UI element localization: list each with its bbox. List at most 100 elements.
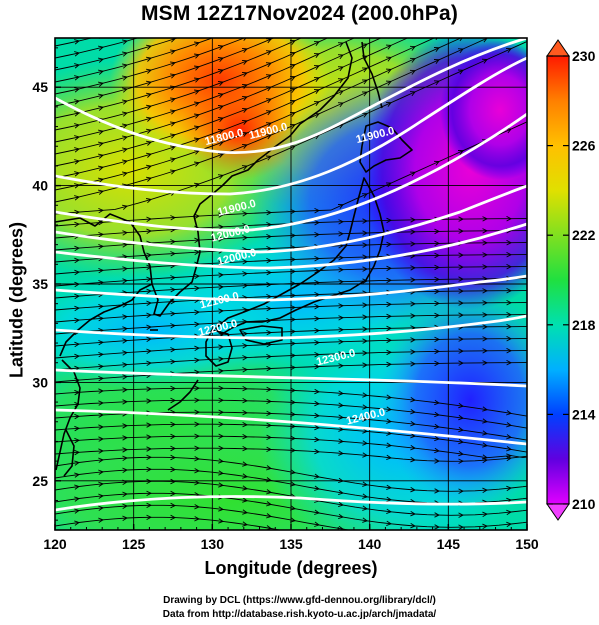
wind-arrow-head — [530, 415, 535, 420]
wind-arrow-head — [74, 341, 80, 348]
wind-arrow-head — [170, 26, 175, 30]
wind-arrow-head — [531, 252, 536, 257]
wind-arrow-head — [434, 458, 440, 464]
wind-arrow-head — [122, 387, 128, 393]
wind-arrow-head — [458, 13, 463, 17]
wind-arrow-head — [146, 116, 152, 122]
wind-arrow-head — [434, 312, 440, 319]
wind-arrow-head — [266, 398, 272, 405]
wind-arrow-head — [338, 513, 344, 520]
wind-arrow-head — [506, 323, 512, 330]
wind-arrow-head — [98, 505, 104, 511]
wind-arrow-head — [482, 487, 488, 493]
wind-arrow-head — [74, 437, 80, 444]
wind-arrow-head — [458, 276, 464, 282]
wind-arrow-head — [242, 271, 248, 277]
wind-arrow-head — [290, 352, 296, 359]
wind-arrow-head — [362, 242, 368, 248]
wind-arrow-head — [410, 265, 416, 271]
x-tick-label: 150 — [515, 536, 539, 552]
wind-arrow-head — [458, 426, 464, 433]
wind-arrow-head — [146, 288, 152, 294]
wind-arrow-head — [146, 312, 152, 318]
wind-arrow-head — [74, 496, 80, 502]
wind-arrow-head — [506, 534, 511, 539]
wind-arrow-head — [314, 327, 320, 334]
wind-arrow-head — [385, 80, 392, 86]
wind-arrow-head — [530, 439, 535, 444]
wind-arrow-head — [74, 449, 80, 456]
wind-arrow-head — [338, 219, 344, 225]
wind-arrow-head — [265, 110, 272, 116]
wind-arrow-head — [337, 54, 344, 60]
wind-arrow-head — [266, 3, 271, 7]
wind-arrow-head — [410, 421, 416, 427]
wind-arrow-head — [170, 109, 176, 115]
wind-arrow-head — [409, 171, 416, 177]
wind-arrow-head — [218, 22, 223, 26]
wind-arrow-head — [241, 59, 248, 65]
wind-arrow-head — [170, 445, 176, 452]
wind-arrow-head — [170, 85, 176, 91]
wind-arrow-head — [410, 349, 416, 355]
wind-arrow-head — [314, 291, 320, 298]
wind-arrow-head — [98, 517, 104, 523]
wind-arrow-head — [337, 78, 344, 84]
wind-arrow-head — [338, 450, 344, 456]
wind-arrow-head — [361, 193, 368, 199]
wind-arrow-head — [457, 150, 464, 155]
wind-arrow-head — [531, 324, 536, 329]
wind-arrow-head — [194, 409, 200, 415]
wind-arrow-head — [338, 426, 344, 432]
wind-arrow-head — [194, 182, 200, 188]
wind-arrow-head — [386, 325, 392, 332]
wind-arrow-head — [146, 104, 152, 110]
wind-arrow-head — [242, 398, 248, 404]
wind-arrow-head — [410, 547, 415, 552]
wind-arrow-head — [506, 311, 512, 318]
wind-arrow-head — [410, 337, 416, 343]
wind-arrow-head — [338, 339, 344, 345]
wind-arrow-head — [146, 348, 152, 354]
wind-arrow-head — [410, 535, 415, 540]
wind-arrow-head — [266, 233, 272, 240]
wind-arrow-head — [482, 430, 488, 436]
wind-arrow-head — [218, 458, 224, 464]
wind-arrow-head — [433, 80, 440, 86]
wind-arrow-head — [74, 281, 80, 288]
wind-arrow-head — [386, 9, 391, 13]
wind-arrow-head — [217, 57, 224, 63]
wind-arrow-head — [170, 323, 176, 329]
wind-arrow-head — [241, 165, 248, 171]
wind-arrow-head — [242, 422, 248, 428]
wind-arrow-head — [194, 468, 200, 474]
wind-arrow-head — [458, 288, 464, 294]
wind-arrow-head — [434, 0, 439, 4]
x-tick-label: 145 — [437, 536, 461, 552]
wind-arrow-head — [218, 272, 224, 278]
wind-arrow-head — [242, 12, 247, 16]
wind-arrow-head — [146, 140, 152, 146]
wind-arrow-head — [434, 411, 440, 418]
wind-arrow-head — [314, 279, 320, 286]
wind-arrow-head — [531, 348, 536, 353]
wind-arrow-head — [98, 105, 104, 111]
wind-arrow-head — [338, 19, 343, 23]
wind-arrow-head — [434, 360, 440, 367]
wind-arrow-head — [506, 27, 511, 31]
wind-arrow-head — [122, 230, 128, 236]
wind-arrow-head — [458, 25, 463, 29]
wind-arrow-head — [74, 63, 80, 69]
wind-arrow-head — [458, 216, 464, 222]
colorbar-max-triangle — [546, 39, 570, 57]
wind-arrow-head — [170, 347, 176, 353]
wind-arrow-head — [410, 10, 415, 14]
wind-arrow-head — [266, 27, 271, 31]
wind-arrow-head — [218, 368, 224, 374]
wind-arrow-head — [98, 207, 104, 214]
wind-arrow-head — [409, 45, 416, 51]
wind-arrow-head — [266, 489, 272, 495]
streamline — [55, 38, 275, 107]
wind-arrow-head — [98, 93, 104, 99]
wind-arrow-head — [122, 75, 128, 81]
